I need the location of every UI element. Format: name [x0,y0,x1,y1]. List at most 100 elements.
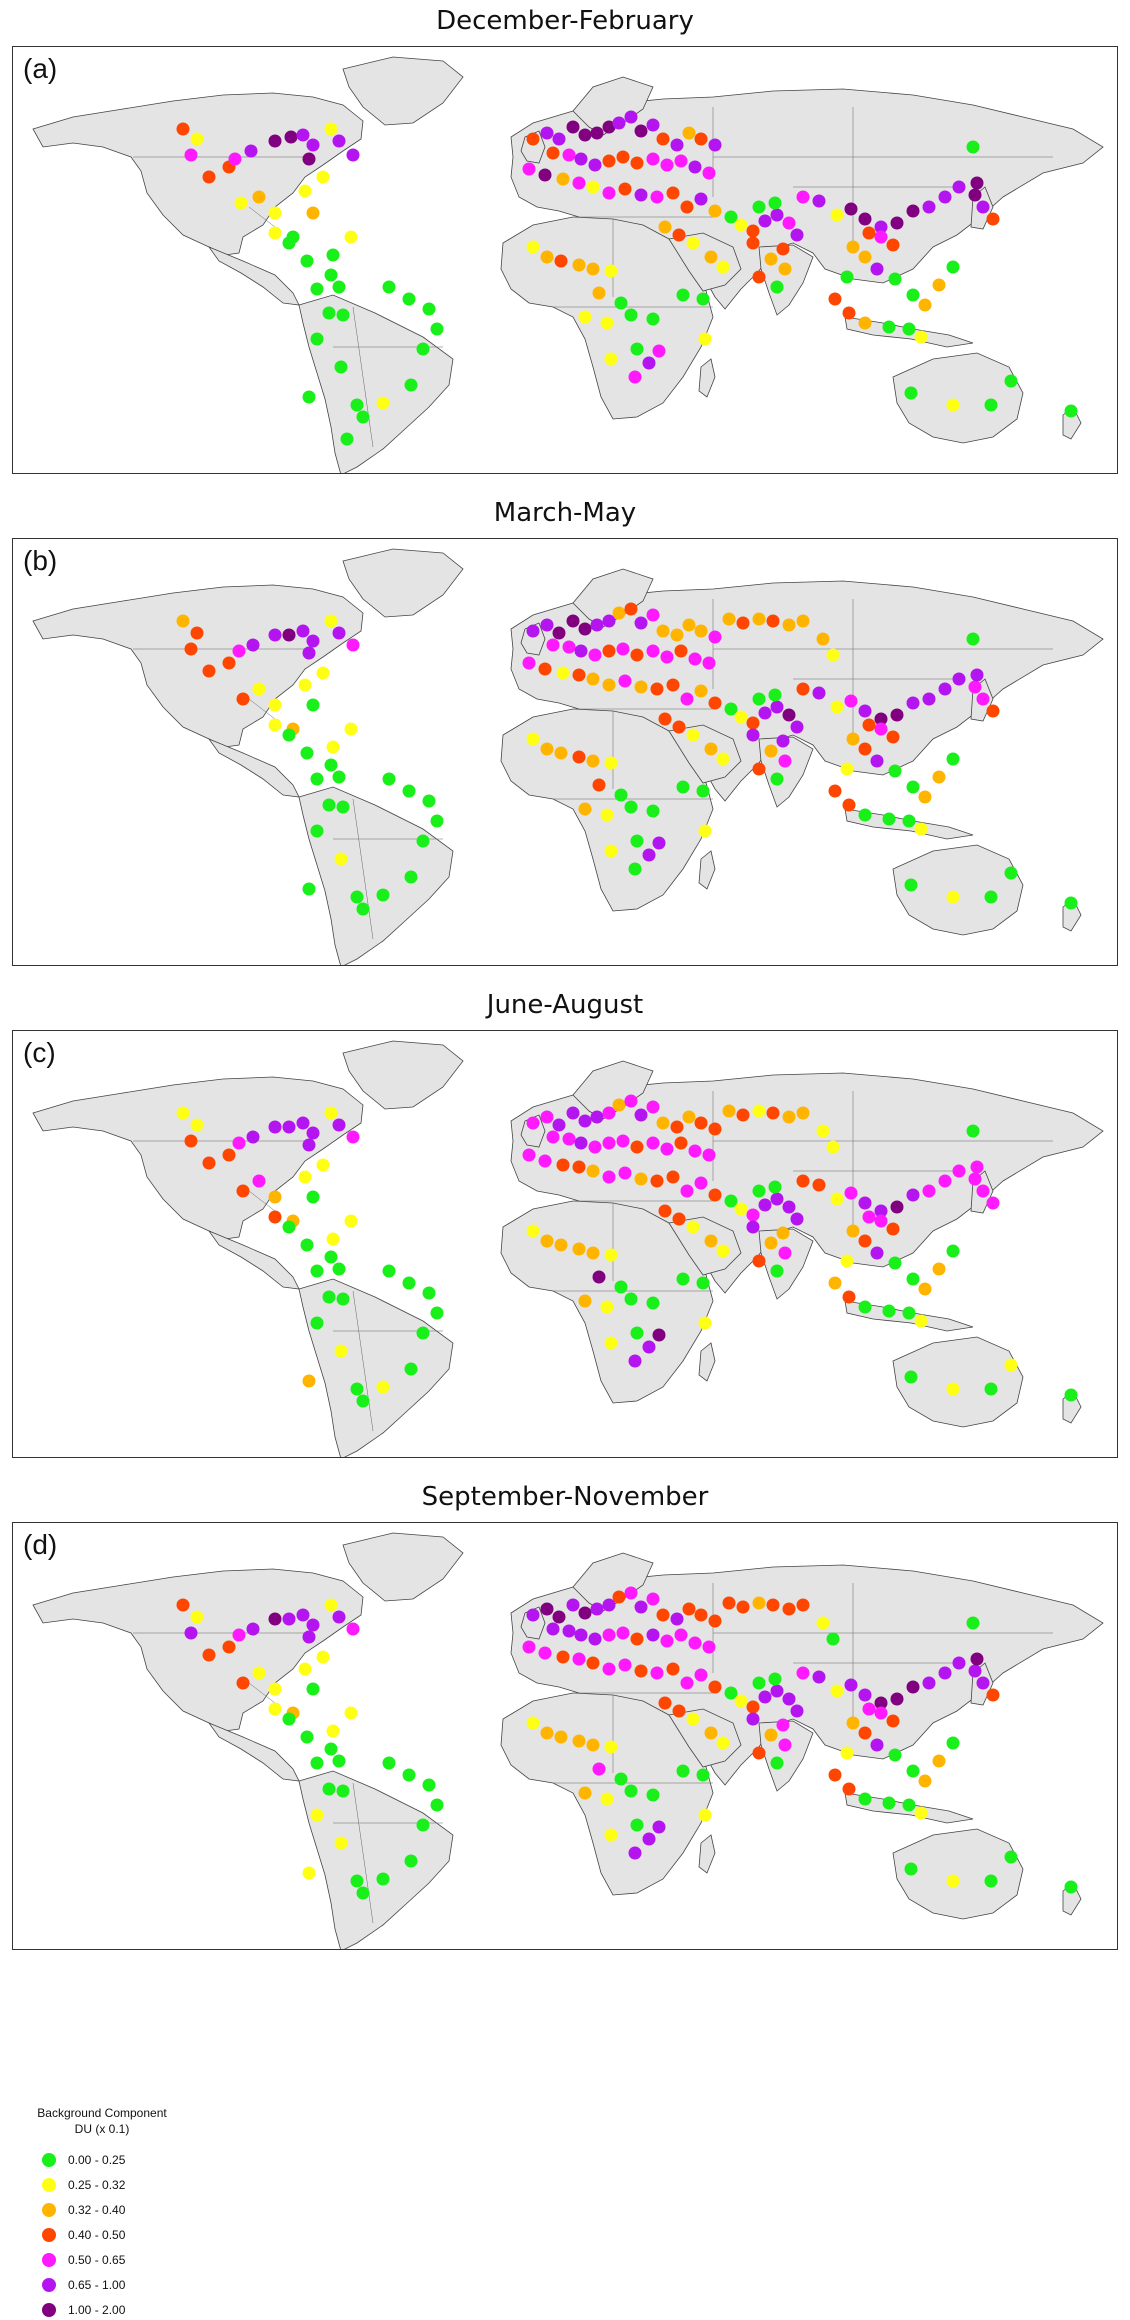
monitoring-site-marker [736,1600,750,1614]
monitoring-site-marker [344,1706,358,1720]
monitoring-site-marker [602,154,616,168]
monitoring-site-marker [874,220,888,234]
monitoring-site-marker [970,1652,984,1666]
monitoring-site-marker [680,1676,694,1690]
monitoring-site-marker [300,1730,314,1744]
monitoring-site-marker [766,1598,780,1612]
monitoring-site-marker [840,270,854,284]
monitoring-site-marker [614,1772,628,1786]
monitoring-site-marker [284,130,298,144]
monitoring-site-marker [946,752,960,766]
title-jja: June-August [486,990,644,1020]
monitoring-site-marker [306,1190,320,1204]
monitoring-site-marker [672,228,686,242]
monitoring-site-marker [768,196,782,210]
monitoring-site-marker [296,1608,310,1622]
monitoring-site-marker [602,614,616,628]
monitoring-site-marker [970,1160,984,1174]
monitoring-site-marker [630,1818,644,1832]
monitoring-site-marker [612,116,626,130]
monitoring-site-marker [332,770,346,784]
monitoring-site-marker [600,808,614,822]
monitoring-site-marker [540,742,554,756]
monitoring-site-marker [816,632,830,646]
monitoring-site-marker [976,1676,990,1690]
monitoring-site-marker [404,1362,418,1376]
monitoring-site-marker [554,254,568,268]
monitoring-site-marker [382,280,396,294]
monitoring-site-marker [376,1380,390,1394]
monitoring-site-marker [746,1700,760,1714]
monitoring-site-marker [652,1328,666,1342]
monitoring-site-marker [722,612,736,626]
monitoring-site-marker [590,1110,604,1124]
monitoring-site-marker [300,1238,314,1252]
monitoring-site-marker [600,316,614,330]
monitoring-site-marker [416,1818,430,1832]
monitoring-site-marker [770,700,784,714]
monitoring-site-marker [324,758,338,772]
monitoring-site-marker [778,1738,792,1752]
monitoring-site-marker [296,624,310,638]
monitoring-site-marker [1004,1358,1018,1372]
monitoring-site-marker [716,752,730,766]
monitoring-site-marker [556,1650,570,1664]
monitoring-site-marker [922,1676,936,1690]
monitoring-site-marker [888,1748,902,1762]
monitoring-site-marker [646,312,660,326]
panel-label-c: (c) [23,1037,56,1068]
monitoring-site-marker [844,694,858,708]
monitoring-site-marker [904,1862,918,1876]
monitoring-site-marker [586,262,600,276]
monitoring-site-marker [422,1286,436,1300]
monitoring-site-marker [586,180,600,194]
monitoring-site-marker [346,1622,360,1636]
monitoring-site-marker [630,156,644,170]
monitoring-site-marker [708,1680,722,1694]
monitoring-site-marker [402,292,416,306]
country-border [248,1190,276,1212]
monitoring-site-marker [268,226,282,240]
monitoring-site-marker [842,798,856,812]
monitoring-site-marker [202,664,216,678]
monitoring-site-marker [764,1236,778,1250]
landmass-north-america [32,92,364,256]
monitoring-site-marker [316,170,330,184]
monitoring-site-marker [966,632,980,646]
monitoring-site-marker [616,642,630,656]
monitoring-site-marker [350,890,364,904]
monitoring-site-marker [782,216,796,230]
monitoring-site-marker [886,1222,900,1236]
monitoring-site-marker [604,844,618,858]
monitoring-site-marker [704,1726,718,1740]
monitoring-site-marker [844,202,858,216]
monitoring-site-marker [282,628,296,642]
monitoring-site-marker [874,1706,888,1720]
monitoring-site-marker [356,902,370,916]
monitoring-site-marker [984,1382,998,1396]
monitoring-site-marker [696,1768,710,1782]
monitoring-site-marker [572,1652,586,1666]
monitoring-site-marker [858,1726,872,1740]
legend-label: 0.32 - 0.40 [68,2203,126,2217]
legend-swatch [42,2228,56,2242]
monitoring-site-marker [844,1678,858,1692]
monitoring-site-marker [634,1600,648,1614]
monitoring-site-marker [666,1170,680,1184]
monitoring-site-marker [574,152,588,166]
monitoring-site-marker [870,1738,884,1752]
monitoring-site-marker [590,1602,604,1616]
monitoring-site-marker [552,1118,566,1132]
monitoring-site-marker [656,624,670,638]
monitoring-site-marker [588,158,602,172]
monitoring-site-marker [968,188,982,202]
monitoring-site-marker [828,1768,842,1782]
legend-swatch [42,2253,56,2267]
monitoring-site-marker [566,614,580,628]
monitoring-site-marker [734,1694,748,1708]
monitoring-site-marker [874,1696,888,1710]
monitoring-site-marker [566,1106,580,1120]
legend-swatch [42,2303,56,2317]
monitoring-site-marker [846,732,860,746]
monitoring-site-marker [356,1886,370,1900]
